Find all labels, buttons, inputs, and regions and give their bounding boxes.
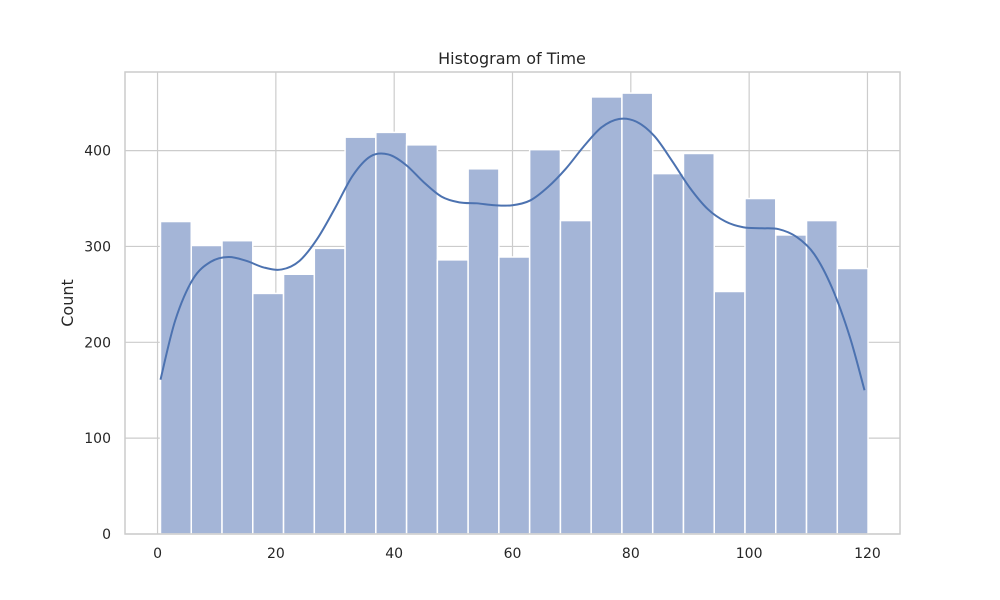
- histogram-bar: [313, 247, 346, 535]
- kde-line: [159, 117, 866, 391]
- y-tick-label: 200: [84, 335, 111, 351]
- x-tick-label: 0: [153, 546, 162, 562]
- histogram-bar: [252, 292, 285, 535]
- histogram-bar: [375, 131, 408, 535]
- histogram-bar: [590, 96, 623, 535]
- y-axis-label: Count: [58, 279, 77, 327]
- x-tick-label: 60: [504, 546, 522, 562]
- histogram-bar: [836, 267, 869, 535]
- histogram-bar: [436, 259, 469, 535]
- axis-ticks: 0 20 40 60 80 100 120 0 100 200 300 400: [84, 144, 881, 562]
- histogram-bar: [559, 219, 592, 535]
- y-tick-label: 100: [84, 431, 111, 447]
- histogram-bar: [344, 136, 377, 535]
- histogram-bar: [282, 273, 316, 535]
- histogram-bar: [713, 290, 746, 535]
- chart-title: Histogram of Time: [438, 49, 586, 68]
- histogram-bar: [775, 234, 808, 535]
- y-tick-label: 0: [102, 527, 111, 543]
- histogram-bar: [405, 144, 439, 535]
- histogram-bar: [498, 256, 531, 535]
- histogram-bar: [467, 168, 500, 535]
- histogram-bar: [805, 219, 839, 535]
- plot-frame: [124, 71, 901, 535]
- histogram-bar: [744, 197, 777, 535]
- x-tick-label: 80: [622, 546, 640, 562]
- histogram-bar: [159, 220, 193, 535]
- histogram-bar: [621, 92, 654, 535]
- x-tick-label: 20: [267, 546, 285, 562]
- kde-line-group: [159, 117, 866, 391]
- y-tick-label: 300: [84, 239, 111, 255]
- x-tick-label: 40: [385, 546, 403, 562]
- x-tick-label: 120: [854, 546, 881, 562]
- x-tick-label: 100: [736, 546, 763, 562]
- y-tick-label: 400: [84, 144, 111, 160]
- histogram-bar: [651, 172, 685, 535]
- histogram-bar: [528, 148, 562, 535]
- histogram-bar: [682, 152, 715, 535]
- histogram-bar: [221, 239, 254, 535]
- histogram-bar: [190, 244, 223, 535]
- histogram-bars: [159, 92, 869, 535]
